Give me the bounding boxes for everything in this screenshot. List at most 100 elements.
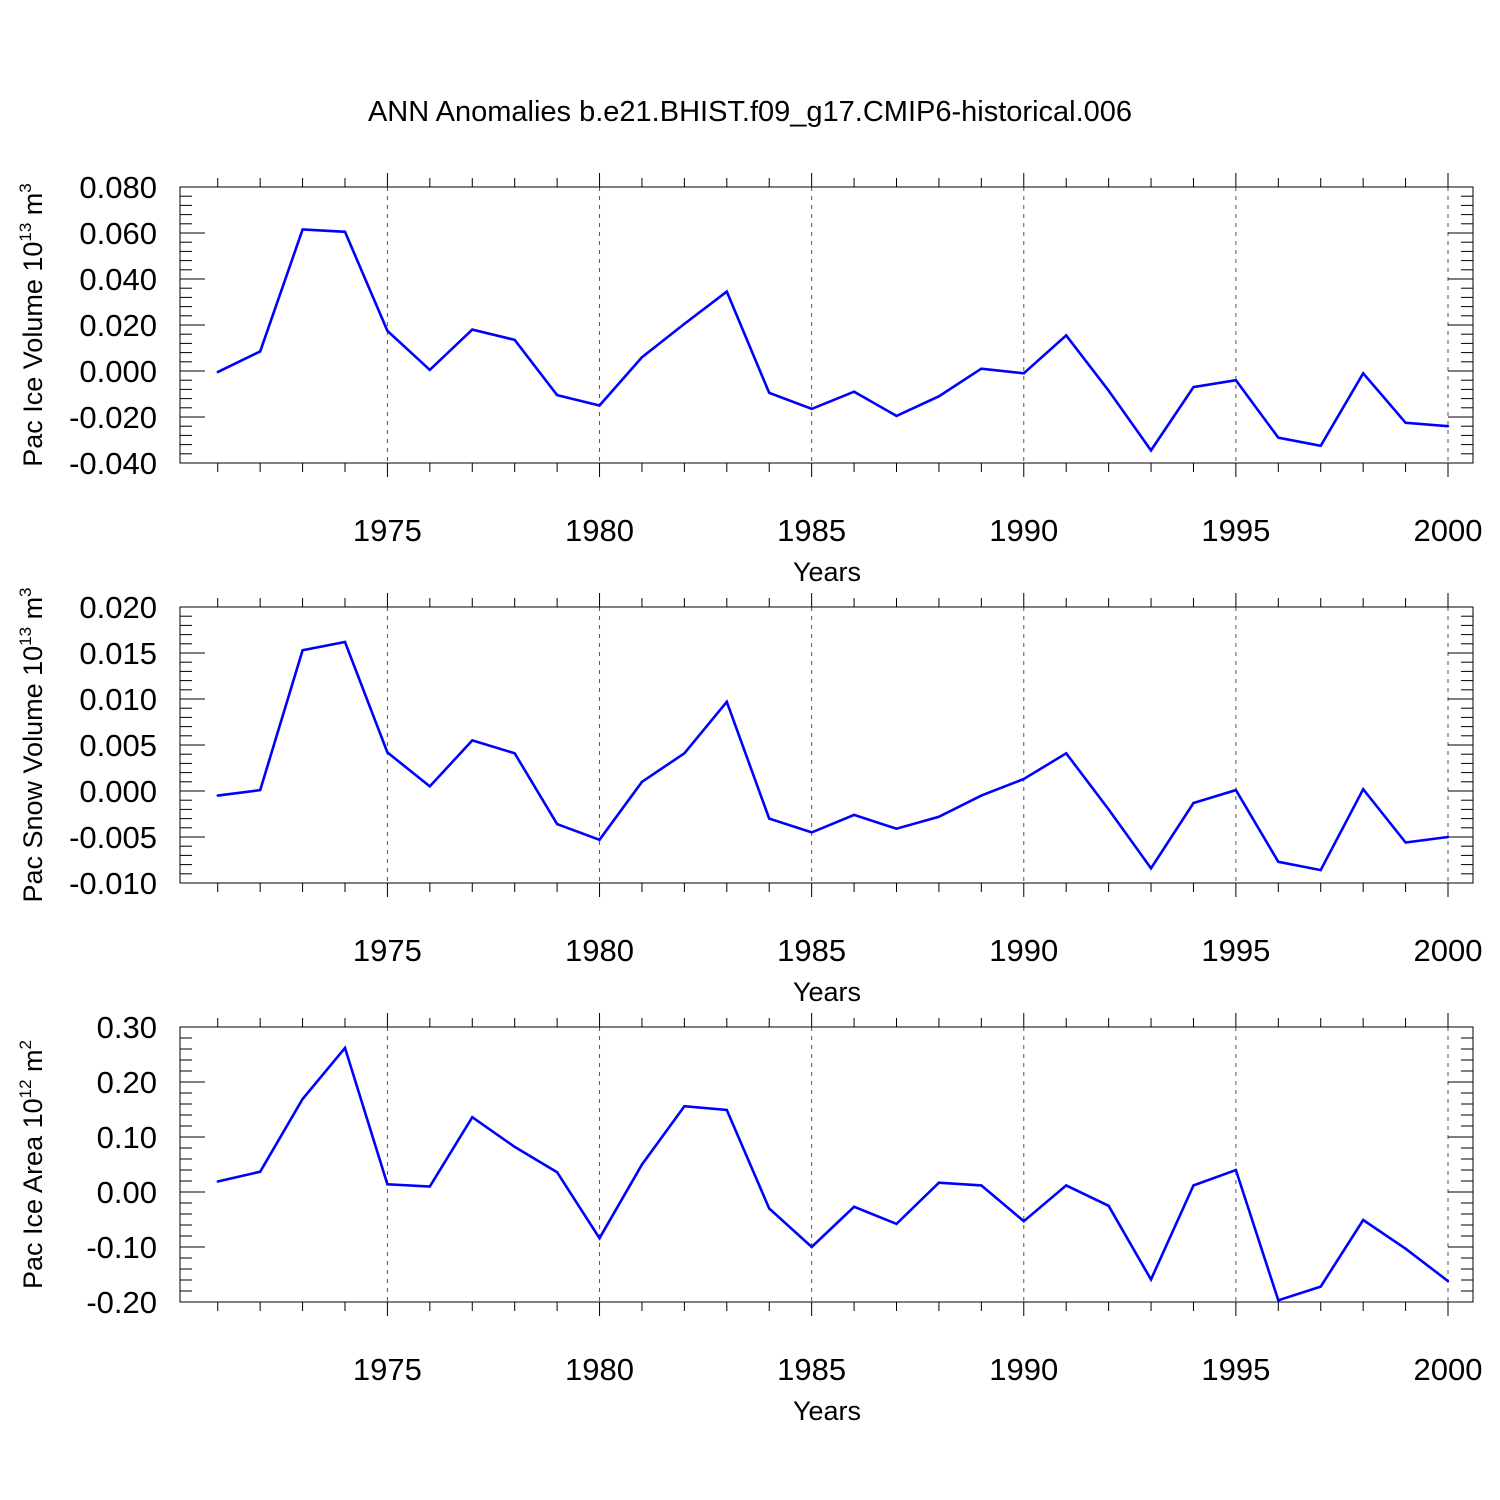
data-point	[895, 414, 898, 418]
plot-frame	[179, 1026, 1474, 1303]
data-point	[768, 817, 771, 820]
data-point	[301, 649, 304, 652]
data-point	[810, 1245, 813, 1249]
figure-title: ANN Anomalies b.e21.BHIST.f09_g17.CMIP6-…	[367, 96, 1133, 128]
data-point	[1064, 334, 1068, 337]
data-point	[471, 328, 474, 331]
data-point	[1192, 801, 1195, 805]
data-point	[386, 751, 389, 754]
x-axis-label: Years	[793, 977, 861, 1007]
data-point	[980, 367, 983, 370]
y-tick-label: 0.20	[97, 1065, 157, 1100]
data-point	[598, 838, 601, 841]
series-line	[217, 640, 1449, 872]
data-point	[555, 393, 559, 397]
y-tick-label: -0.20	[86, 1285, 157, 1320]
y-tick-label: 0.080	[79, 170, 157, 205]
y-axis-label: Pac Ice Area 1012 m2	[16, 1040, 48, 1289]
y-tick-label: -0.040	[69, 446, 157, 481]
y-tick-label: 0.10	[97, 1120, 157, 1155]
plot-frame	[179, 186, 1474, 464]
data-point	[1022, 372, 1025, 375]
data-point	[640, 1163, 644, 1166]
x-axis-label: Years	[793, 557, 861, 587]
data-point	[937, 815, 941, 818]
data-point	[1404, 841, 1407, 844]
data-point	[1361, 1218, 1365, 1222]
data-point	[216, 794, 219, 797]
panel-3: -0.20 -0.10 0.00 0.10 0.20 0.30 1975 1980 1985 19…	[16, 1010, 1482, 1426]
y-tick-label: -0.10	[86, 1230, 157, 1265]
x-tick-label: 1975	[353, 933, 422, 968]
data-point	[1107, 808, 1110, 811]
data-point	[683, 1105, 686, 1108]
data-point	[725, 700, 729, 703]
data-point	[386, 329, 389, 332]
data-point	[216, 370, 219, 374]
x-tick-label: 1995	[1201, 933, 1270, 968]
x-tick-label: 1980	[565, 933, 634, 968]
series-line	[217, 228, 1449, 453]
y-axis-label: Pac Snow Volume 1013 m3	[16, 587, 48, 902]
data-point	[1277, 1299, 1280, 1302]
data-point	[852, 813, 856, 817]
data-point	[1319, 444, 1322, 447]
y-tick-label: 0.005	[79, 728, 157, 763]
data-point	[1446, 835, 1450, 839]
data-point	[555, 822, 559, 826]
x-tick-label: 1985	[777, 933, 846, 968]
y-tick-label: 0.00	[97, 1175, 157, 1210]
data-point	[428, 1185, 432, 1188]
data-point	[1234, 788, 1238, 792]
data-point	[1192, 385, 1195, 389]
y-tick-label: -0.020	[69, 400, 157, 435]
data-point	[1446, 1279, 1450, 1283]
data-point	[725, 290, 729, 293]
data-point	[852, 1205, 856, 1209]
data-point	[810, 407, 813, 411]
data-point	[852, 390, 856, 393]
data-point	[937, 1181, 941, 1184]
data-point	[1107, 389, 1110, 392]
x-tick-label: 1975	[353, 513, 422, 548]
panel-2: -0.010 -0.005 0.000 0.005 0.010 0.015 0.020 197…	[16, 587, 1482, 1007]
data-point	[343, 230, 347, 234]
y-tick-label: 0.30	[97, 1010, 157, 1045]
panel-1: -0.040 -0.020 0.000 0.020 0.040 0.060 0.080 197…	[16, 170, 1482, 587]
x-tick-label: 2000	[1414, 933, 1483, 968]
data-point	[258, 1170, 262, 1173]
data-point	[258, 788, 262, 792]
data-point	[513, 1145, 516, 1149]
data-point	[598, 404, 601, 407]
x-tick-label: 1990	[989, 933, 1058, 968]
data-point	[343, 640, 347, 644]
data-point	[471, 739, 474, 742]
plot-frame	[179, 606, 1474, 884]
x-axis-label: Years	[793, 1396, 861, 1426]
data-point	[1064, 1184, 1068, 1187]
y-tick-label: 0.015	[79, 636, 157, 671]
data-point	[301, 1097, 304, 1101]
x-tick-label: 1985	[777, 513, 846, 548]
data-point	[513, 338, 516, 342]
data-point	[683, 322, 686, 326]
x-tick-label: 1990	[989, 513, 1058, 548]
y-tick-label: 0.020	[79, 308, 157, 343]
data-point	[1149, 449, 1153, 452]
x-tick-label: 1975	[353, 1352, 422, 1387]
data-point	[768, 391, 771, 395]
data-point	[1319, 868, 1322, 872]
data-point	[725, 1108, 729, 1112]
data-point	[1192, 1184, 1195, 1187]
data-point	[980, 1184, 983, 1187]
data-point	[471, 1116, 474, 1119]
data-point	[1404, 1247, 1407, 1250]
data-point	[343, 1046, 347, 1050]
data-point	[768, 1207, 771, 1210]
x-tick-label: 2000	[1414, 513, 1483, 548]
data-point	[1234, 379, 1238, 382]
data-point	[1022, 1219, 1025, 1223]
data-point	[216, 1180, 219, 1183]
data-point	[640, 356, 644, 359]
